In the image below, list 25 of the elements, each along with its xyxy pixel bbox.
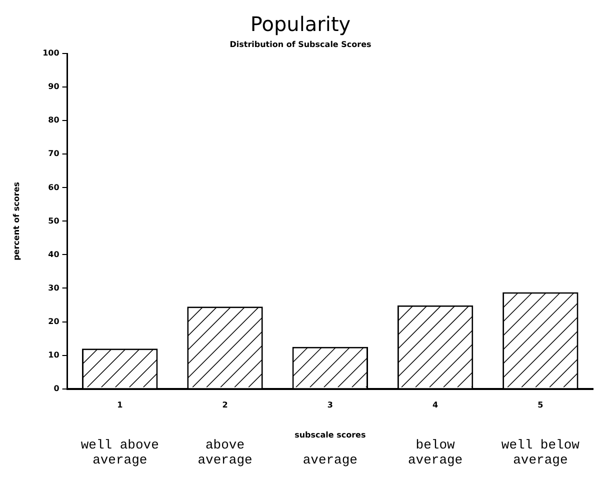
y-axis-title: percent of scores xyxy=(12,182,21,260)
y-tick-label: 10 xyxy=(48,350,60,360)
y-tick-label: 80 xyxy=(48,116,60,125)
x-tick-label: 3 xyxy=(327,400,333,410)
y-tick-label: 50 xyxy=(48,216,60,226)
x-tick-label: 4 xyxy=(432,400,438,410)
x-tick-label: 2 xyxy=(222,400,228,410)
x-tick-label: 5 xyxy=(538,400,544,410)
text: below average xyxy=(408,438,463,468)
chart-title: Popularity xyxy=(250,12,351,36)
text: well below average xyxy=(501,438,580,468)
y-tick-label: 90 xyxy=(48,82,60,92)
y-tick-label: 40 xyxy=(48,250,60,259)
text: average xyxy=(302,452,358,468)
text: above average xyxy=(198,438,252,468)
text: well above average xyxy=(80,438,159,468)
y-tick-label: 30 xyxy=(48,283,60,292)
y-tick-label: 0 xyxy=(54,384,60,393)
chart-subtitle: Distribution of Subscale Scores xyxy=(230,40,372,49)
x-tick-label: 1 xyxy=(117,400,124,410)
y-tick-label: 100 xyxy=(42,48,60,58)
y-tick-label: 60 xyxy=(48,182,60,192)
y-tick-label: 20 xyxy=(48,316,60,326)
y-tick-label: 70 xyxy=(48,149,60,158)
x-axis-title: subscale scores xyxy=(294,430,366,440)
